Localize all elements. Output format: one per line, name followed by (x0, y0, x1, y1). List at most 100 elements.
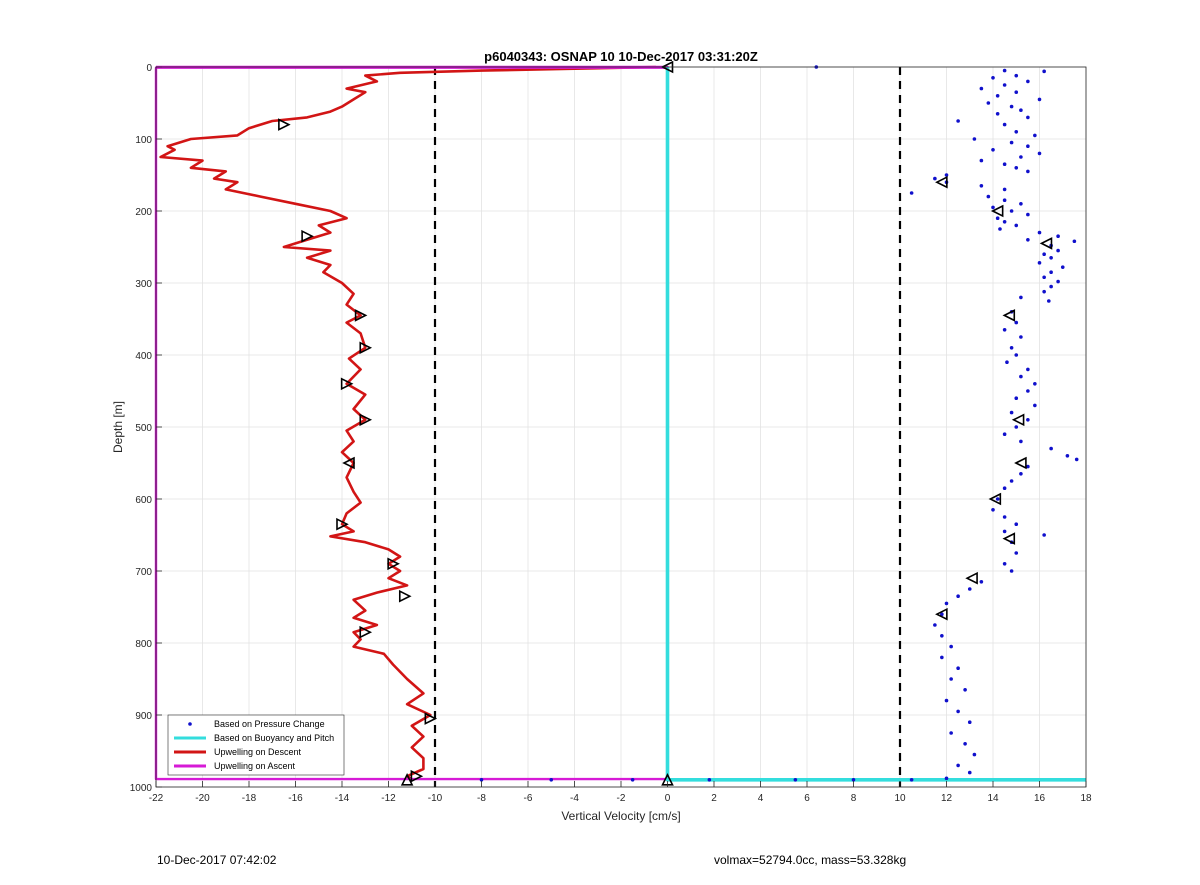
pressure-point (1019, 108, 1023, 112)
pressure-point (1019, 472, 1023, 476)
pressure-point (1002, 328, 1007, 332)
x-tick-label: -10 (428, 793, 443, 804)
pressure-point (1033, 133, 1037, 138)
pressure-point (909, 778, 914, 782)
footer-params: volmax=52794.0cc, mass=53.328kg (714, 853, 907, 867)
y-tick-label: 0 (146, 63, 152, 74)
triangle-marker (336, 517, 349, 531)
pressure-point (998, 227, 1002, 231)
pressure-point (1019, 295, 1023, 300)
x-tick-label: -2 (617, 793, 626, 804)
pressure-point (991, 205, 995, 210)
pressure-point (1042, 275, 1046, 280)
pressure-point (979, 158, 984, 163)
pressure-point (949, 644, 953, 649)
pressure-point (1056, 234, 1060, 238)
pressure-point (1026, 389, 1030, 393)
pressure-point (995, 216, 1000, 220)
triangle-marker (359, 625, 373, 639)
pressure-point (1014, 396, 1019, 401)
pressure-point (1056, 248, 1060, 253)
pressure-point (1037, 230, 1042, 235)
pressure-point (944, 601, 949, 606)
pressure-point (991, 508, 995, 512)
pressure-point (991, 148, 995, 152)
pressure-point (963, 688, 967, 692)
pressure-point (1049, 284, 1053, 289)
pressure-point (944, 698, 949, 703)
triangle-marker (359, 413, 373, 427)
pressure-point (1026, 169, 1030, 174)
triangle-marker (1014, 456, 1027, 470)
pressure-point (1033, 403, 1037, 408)
triangle-marker (1039, 237, 1053, 250)
y-tick-label: 600 (135, 495, 152, 506)
pressure-point (986, 101, 991, 105)
y-tick-label: 700 (135, 567, 152, 578)
pressure-point (1026, 144, 1030, 148)
pressure-point (986, 194, 991, 199)
pressure-point (1002, 529, 1007, 534)
pressure-point (1009, 479, 1014, 483)
pressure-point (991, 76, 995, 80)
pressure-point (1002, 562, 1007, 566)
pressure-point (851, 778, 856, 782)
pressure-point (1009, 569, 1014, 573)
pressure-point (1002, 198, 1007, 202)
pressure-point (1002, 515, 1007, 519)
pressure-point (1014, 223, 1019, 228)
pressure-point (1037, 151, 1042, 156)
pressure-point (1019, 202, 1023, 206)
x-tick-label: -4 (570, 793, 579, 804)
triangle-marker (340, 377, 354, 391)
pressure-point (1037, 261, 1042, 265)
pressure-point (995, 497, 1000, 501)
pressure-point (1014, 73, 1019, 78)
pressure-point (1014, 130, 1019, 134)
triangle-marker (424, 712, 438, 725)
pressure-point (972, 752, 977, 757)
pressure-point (1014, 353, 1019, 357)
triangle-marker (354, 309, 368, 322)
pressure-point (1002, 486, 1007, 491)
pressure-point (1026, 115, 1030, 120)
pressure-point (1060, 265, 1065, 269)
legend-label: Based on Buoyancy and Pitch (214, 733, 334, 743)
pressure-point (1009, 104, 1014, 109)
y-tick-label: 800 (135, 639, 152, 650)
x-tick-label: 2 (711, 793, 717, 804)
triangle-marker (1002, 532, 1016, 545)
pressure-point (1002, 122, 1007, 127)
pressure-point (956, 119, 960, 123)
triangle-marker (410, 769, 424, 783)
pressure-point (1042, 252, 1046, 256)
pressure-point (1014, 90, 1019, 94)
pressure-point (1056, 279, 1060, 284)
pressure-point (944, 776, 949, 781)
pressure-point (956, 763, 960, 768)
pressure-point (630, 778, 635, 782)
pressure-point (1049, 270, 1053, 275)
pressure-point (933, 623, 937, 627)
pressure-point (1033, 382, 1037, 386)
x-tick-label: 4 (758, 793, 764, 804)
pressure-point (1009, 209, 1014, 213)
pressure-point (1026, 418, 1030, 422)
pressure-point (956, 666, 960, 670)
x-tick-label: -22 (149, 793, 164, 804)
x-tick-label: 6 (804, 793, 810, 804)
pressure-point (967, 720, 972, 724)
pressure-point (1014, 551, 1019, 555)
triangle-marker (342, 456, 355, 470)
triangle-marker (988, 492, 1002, 506)
x-tick-label: -16 (288, 793, 303, 804)
x-tick-label: 16 (1034, 793, 1046, 804)
pressure-point (933, 176, 937, 181)
pressure-point (909, 191, 914, 195)
pressure-point (1019, 374, 1023, 379)
triangle-marker (398, 589, 412, 603)
pressure-point (1026, 464, 1030, 469)
pressure-point (1009, 140, 1014, 145)
pressure-point (1014, 425, 1019, 429)
pressure-point (944, 173, 949, 177)
